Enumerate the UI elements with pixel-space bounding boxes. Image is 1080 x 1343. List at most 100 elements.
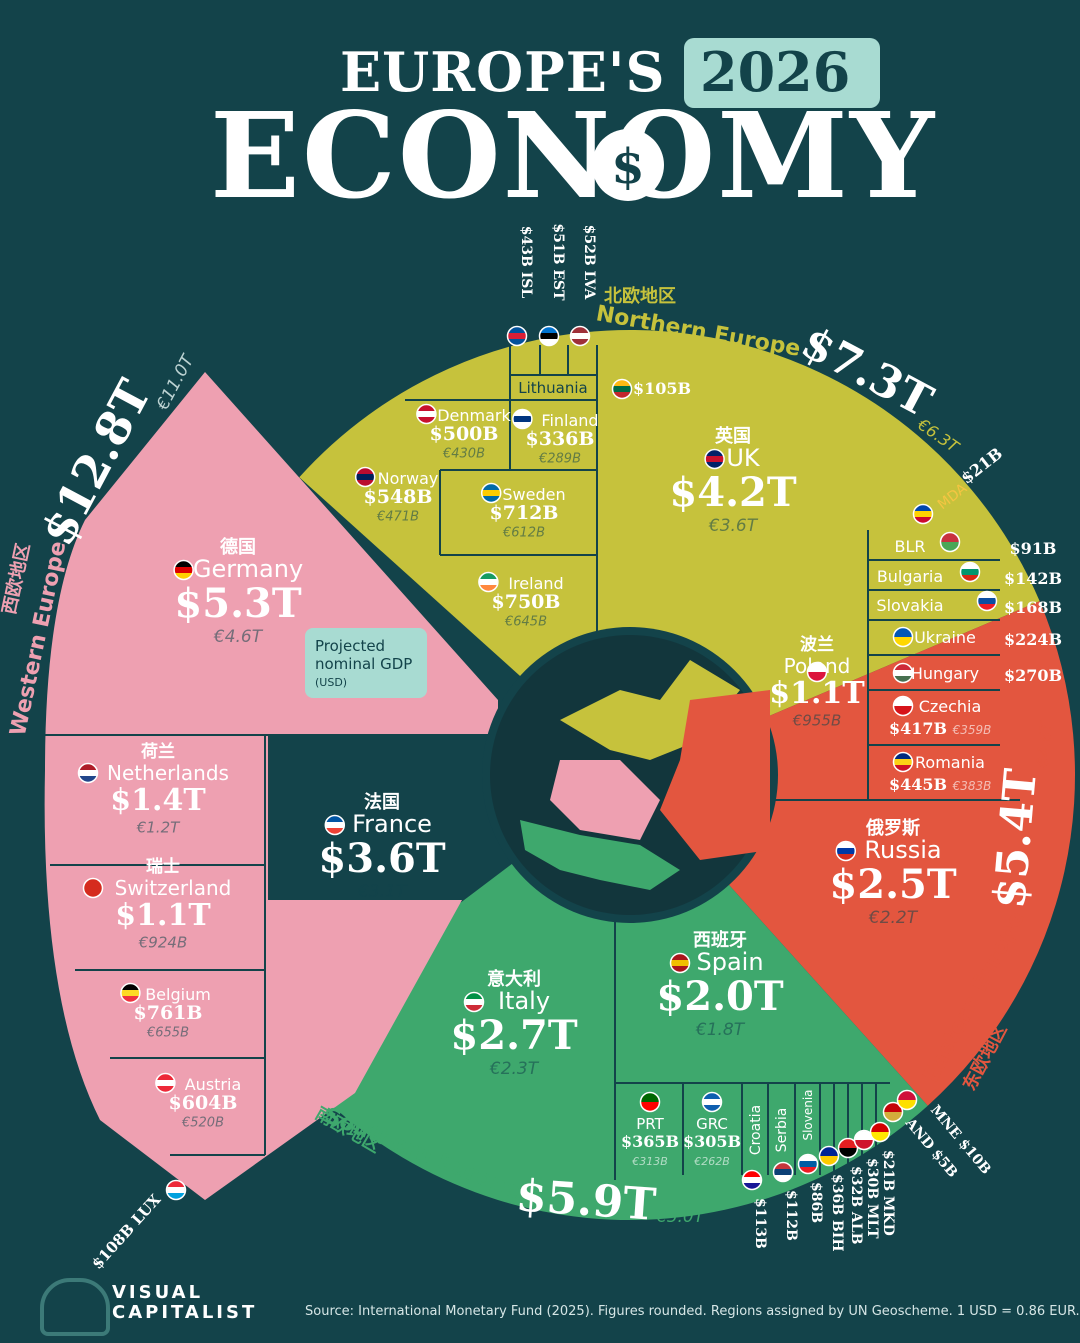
block-italy-name-cn: 意大利 (487, 968, 541, 990)
block-netherlands-name: Netherlands (107, 761, 229, 785)
block-finland-flag-icon (512, 408, 533, 430)
south-prt-flag-icon-ring (639, 1091, 661, 1113)
east-row-czechia-usd: $417B (889, 719, 947, 738)
block-russia-name: Russia (864, 836, 941, 864)
title-year: 2026 (700, 40, 851, 104)
brand-line2: CAPITALIST (112, 1302, 258, 1323)
block-austria-flag-icon-ring (155, 1072, 176, 1094)
east-row-czechia-flag-icon (892, 695, 914, 717)
block-austria-name: Austria (185, 1075, 242, 1094)
block-belgium-flag-icon-stripe (121, 996, 140, 1002)
north-lithuania-flag-icon (611, 378, 633, 400)
east-row-czechia-eur: €359B (952, 723, 992, 737)
north-lithuania-flag-icon-stripe (613, 380, 631, 387)
east-row-bulgaria-flag-icon-stripe (961, 575, 979, 581)
block-spain-name: Spain (696, 948, 763, 976)
block-netherlands-flag-icon (77, 762, 99, 784)
south-grc-usd: $305B (683, 1132, 741, 1151)
southern-total-eur: €5.0T (655, 1207, 706, 1227)
north-lithuania-flag-icon-stripe (613, 392, 631, 398)
south-grc-flag-icon-ring (701, 1091, 723, 1113)
western-region-name-cn: 西欧地区 (0, 541, 34, 616)
west-lux-flag-icon-stripe (167, 1187, 185, 1194)
block-ireland-flag-icon-stripe (479, 579, 498, 586)
east-row-hungary-name: Hungary (911, 664, 979, 683)
south-prt-eur: €313B (631, 1155, 668, 1168)
east-mda-flag-icon-ring (912, 503, 934, 525)
east-mda-usd: $21B (957, 444, 1006, 488)
south-mlt-flag-icon-stripe (855, 1131, 873, 1141)
block-germany-eur: €4.6T (213, 627, 264, 647)
globe-map-southern (520, 820, 680, 890)
block-norway-flag-icon (354, 466, 376, 488)
title-dollar-glyph: $ (611, 139, 644, 195)
source-note: Source: International Monetary Fund (202… (305, 1304, 1080, 1319)
east-mda-flag-icon (912, 503, 934, 525)
block-netherlands-usd: $1.4T (110, 783, 206, 818)
wedge-southern (274, 775, 928, 1220)
south-mlt-label: $30B MLT (864, 1158, 880, 1239)
south-prt-usd: $365B (621, 1132, 679, 1151)
block-ireland-eur: €645B (504, 615, 547, 630)
block-spain-eur: €1.8T (695, 1020, 746, 1040)
block-denmark-flag-icon (416, 403, 437, 425)
west-lux-label: $108B LUX (88, 1190, 165, 1272)
block-switzerland-flag-icon-stripe (84, 879, 102, 889)
east-row-romania-name: Romania (915, 753, 985, 772)
block-switzerland-flag-icon (82, 877, 104, 899)
block-netherlands-flag-icon-ring (77, 762, 99, 784)
block-italy-flag-icon-stripe (465, 993, 483, 1000)
south-mkd-flag-icon-stripe (871, 1123, 889, 1133)
east-row-czechia-flag-icon-ring (892, 695, 914, 717)
north-lva-label: $52B LVA (581, 225, 597, 301)
block-denmark-flag-icon-stripe (417, 417, 436, 423)
south-croatia-flag-icon (741, 1169, 763, 1191)
east-row-bulgaria-name: Bulgaria (877, 567, 943, 586)
block-belgium-flag-icon-stripe (121, 984, 140, 991)
year-badge (684, 38, 880, 108)
block-russia-flag-icon-ring (835, 840, 857, 862)
south-alb-flag-icon-stripe (839, 1139, 857, 1149)
east-row-ukraine-flag-icon-stripe (894, 628, 912, 638)
block-poland-name-cn: 波兰 (800, 634, 834, 655)
south-croatia-name: Croatia (748, 1105, 764, 1155)
block-poland-flag-icon-stripe (808, 672, 826, 681)
south-alb-flag-icon-stripe (839, 1148, 857, 1157)
block-france-usd: $3.6T (318, 835, 445, 882)
east-mda-flag-icon-stripe (914, 505, 932, 512)
block-austria-usd: $604B (169, 1092, 238, 1114)
block-uk-flag-icon-stripe (705, 450, 724, 457)
east-row-hungary-usd: $270B (1004, 666, 1062, 685)
title-dollar-coin-icon: $ (592, 129, 664, 201)
block-uk-flag-icon (704, 448, 725, 470)
block-spain-flag-icon-stripe (671, 960, 689, 967)
block-italy-flag-icon (463, 991, 485, 1013)
east-row-bulgaria-flag-icon (959, 561, 981, 583)
east-row-romania-flag-icon (892, 751, 914, 773)
block-sweden-name: Sweden (502, 485, 565, 504)
east-row-hungary-flag-icon-stripe (894, 670, 912, 677)
south-mne-flag-icon-stripe (884, 1112, 902, 1121)
south-grc-name: GRC (696, 1115, 728, 1133)
block-ireland-flag-icon-stripe (479, 573, 498, 580)
south-croatia-flag-icon-stripe (743, 1183, 761, 1189)
south-slovenia-flag-icon-stripe (799, 1155, 817, 1162)
block-germany-flag-icon-ring (173, 559, 194, 581)
block-italy-flag-icon-ring (463, 991, 485, 1013)
block-finland-flag-icon-stripe (513, 416, 532, 423)
southern-total-usd: $5.9T (514, 1170, 657, 1231)
north-est-flag-icon (538, 325, 560, 347)
south-serbia-flag-icon-stripe (774, 1163, 792, 1170)
south-grc-eur: €262B (693, 1155, 730, 1168)
south-mkd-flag-icon (869, 1121, 891, 1143)
block-russia-eur: €2.2T (868, 908, 919, 928)
block-norway-usd: $548B (364, 486, 433, 508)
block-france-name: France (352, 810, 432, 838)
south-mkd-label: $21B MKD (880, 1150, 896, 1236)
east-mda-flag-icon-stripe (914, 511, 932, 518)
block-poland-eur: €955B (792, 711, 841, 729)
north-isl-flag-icon-stripe (508, 339, 526, 345)
block-france-eur: €3.1T (357, 882, 408, 902)
block-sweden-flag-icon-stripe (482, 490, 501, 497)
